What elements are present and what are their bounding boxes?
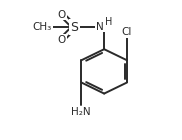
- Text: N: N: [96, 22, 104, 32]
- Text: H₂N: H₂N: [72, 107, 91, 117]
- Text: O: O: [58, 10, 66, 20]
- Text: CH₃: CH₃: [33, 22, 52, 32]
- Text: Cl: Cl: [122, 27, 132, 37]
- Text: H: H: [105, 17, 112, 27]
- Text: O: O: [58, 34, 66, 45]
- Text: S: S: [70, 21, 78, 34]
